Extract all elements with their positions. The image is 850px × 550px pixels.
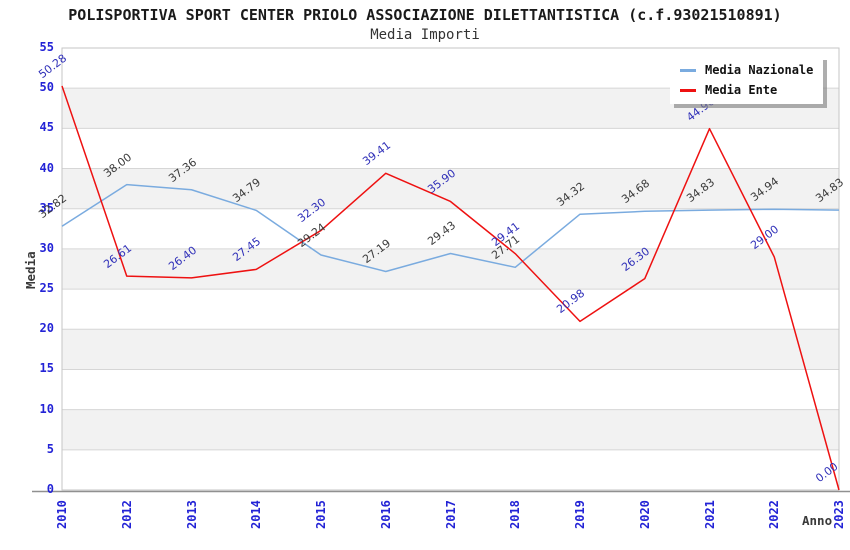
legend-label: Media Ente (705, 83, 778, 97)
x-tick-label: 2023 (832, 500, 846, 529)
plot-band (62, 369, 839, 410)
x-tick-label: 2020 (637, 500, 652, 529)
y-tick-label: 5 (46, 441, 54, 456)
x-tick-label: 2012 (119, 500, 134, 529)
chart-title: POLISPORTIVA SPORT CENTER PRIOLO ASSOCIA… (68, 6, 782, 24)
line-media-nazionale (61, 183, 840, 273)
x-tick-label: 2018 (508, 500, 523, 529)
legend-item: Media Nazionale (680, 63, 813, 77)
x-tick-label: 2015 (314, 500, 328, 529)
x-axis-title: Anno (802, 513, 833, 528)
plot-band (62, 329, 839, 370)
x-tick-label: 2016 (378, 500, 393, 529)
legend-item: Media Ente (680, 83, 813, 97)
x-tick-label: 2010 (55, 500, 69, 529)
plot-band (62, 449, 839, 490)
y-tick-label: 0 (46, 482, 54, 496)
y-tick-label: 10 (39, 401, 54, 416)
y-tick-label: 45 (39, 120, 54, 135)
y-tick-label: 15 (39, 361, 54, 376)
plot-band (62, 208, 839, 249)
legend-swatch-media-nazionale (680, 68, 696, 72)
legend-box: Media Nazionale Media Ente (670, 56, 824, 104)
legend-swatch-media-ente (680, 88, 696, 92)
y-tick-label: 35 (39, 200, 54, 215)
x-tick-label: 2014 (249, 500, 264, 529)
x-tick-label: 2019 (573, 500, 587, 529)
x-tick-label: 2017 (443, 500, 458, 529)
y-tick-label: 20 (39, 321, 54, 336)
plot-band (62, 289, 839, 330)
plot-band (62, 248, 839, 290)
y-tick-label: 55 (39, 40, 54, 54)
line-media-ente (61, 85, 840, 491)
plot-border (61, 47, 840, 491)
x-tick-label: 2013 (184, 500, 199, 529)
y-tick-label: 25 (39, 281, 54, 296)
y-tick-label: 50 (39, 80, 54, 95)
chart-subtitle: Media Importi (370, 27, 480, 43)
y-tick-label: 40 (39, 160, 54, 175)
x-tick-label: 2022 (767, 500, 782, 529)
legend-label: Media Nazionale (705, 63, 814, 77)
plot-band (62, 409, 839, 450)
y-tick-label: 30 (39, 240, 54, 255)
x-tick-label: 2021 (702, 500, 717, 529)
plot-band (62, 128, 839, 169)
